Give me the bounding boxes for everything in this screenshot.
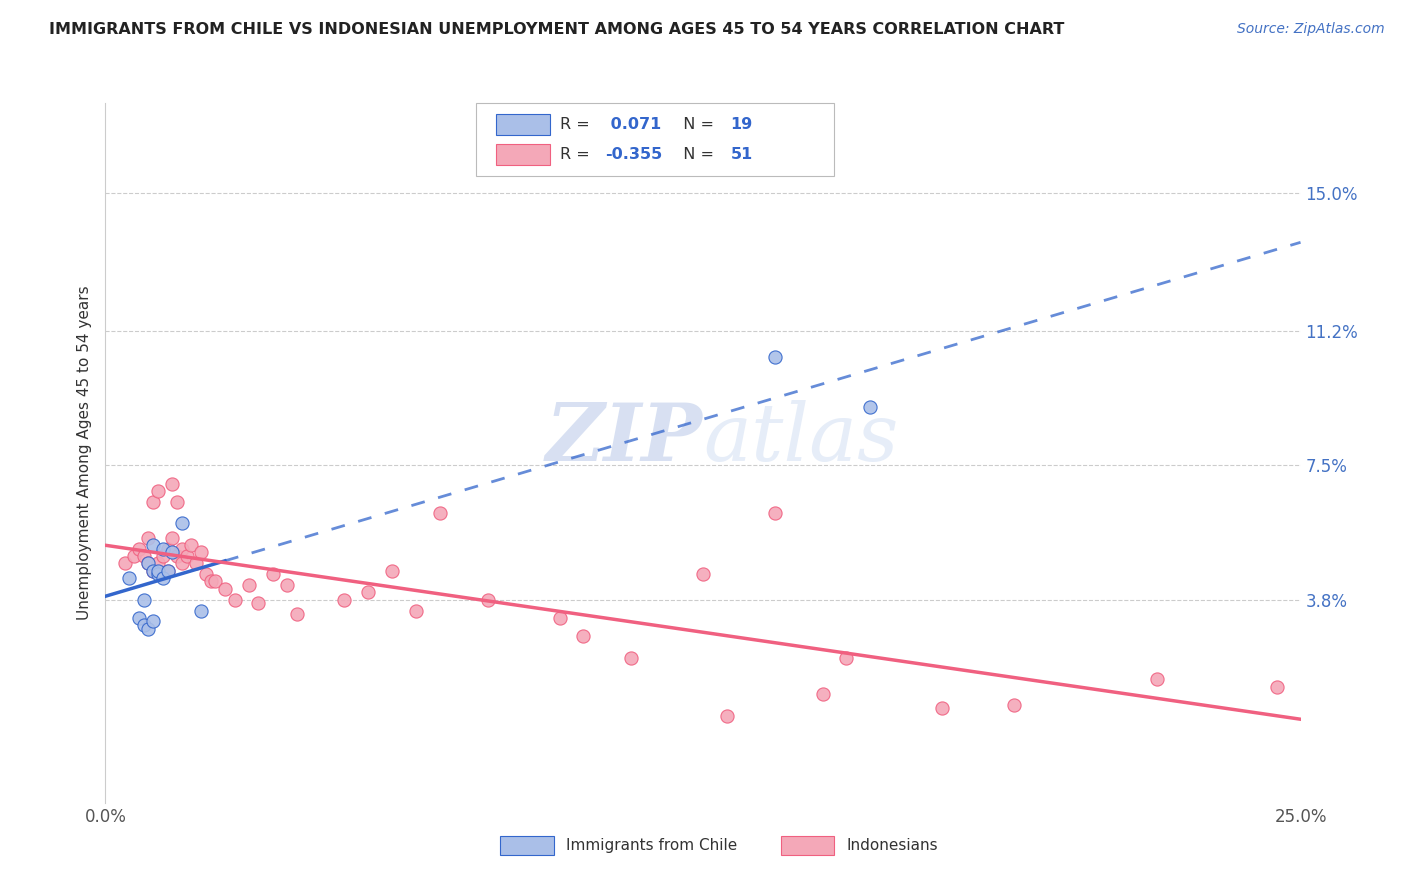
Text: atlas: atlas [703,400,898,477]
Point [381,564,404,578]
Text: -0.355: -0.355 [605,147,662,162]
Bar [496,145,550,165]
Text: Source: ZipAtlas.com: Source: ZipAtlas.com [1237,22,1385,37]
Point [285,607,308,621]
Point [931,701,953,715]
Point [166,494,188,508]
Point [156,541,179,556]
Point [132,592,155,607]
Text: N =: N = [673,147,720,162]
Point [142,494,165,508]
Point [620,650,643,665]
Point [835,650,858,665]
Point [357,585,380,599]
Point [1002,698,1025,712]
Point [204,574,226,589]
Point [142,564,165,578]
Text: IMMIGRANTS FROM CHILE VS INDONESIAN UNEMPLOYMENT AMONG AGES 45 TO 54 YEARS CORRE: IMMIGRANTS FROM CHILE VS INDONESIAN UNEM… [49,22,1064,37]
Point [152,549,174,563]
Point [716,708,738,723]
Point [763,506,786,520]
Point [262,567,284,582]
Point [429,506,451,520]
Text: Immigrants from Chile: Immigrants from Chile [565,838,737,853]
Point [146,564,169,578]
Point [142,615,165,629]
Point [214,582,236,596]
Text: N =: N = [673,117,720,132]
Point [477,592,499,607]
Point [194,567,217,582]
Point [118,571,141,585]
Text: 19: 19 [731,117,752,132]
Point [170,557,193,571]
Point [138,531,160,545]
Point [238,578,260,592]
Point [146,483,169,498]
Point [132,549,155,563]
Point [156,564,179,578]
Text: 0.071: 0.071 [605,117,661,132]
Point [200,574,222,589]
Point [176,549,198,563]
Text: R =: R = [560,117,595,132]
Point [1146,673,1168,687]
Y-axis label: Unemployment Among Ages 45 to 54 years: Unemployment Among Ages 45 to 54 years [76,285,91,620]
Point [162,476,184,491]
Point [146,567,169,582]
Point [405,603,427,617]
Point [186,557,208,571]
Point [114,557,136,571]
Point [276,578,298,592]
FancyBboxPatch shape [475,103,835,176]
Point [572,629,595,643]
Point [763,350,786,364]
Point [692,567,714,582]
Point [138,557,160,571]
Point [180,538,202,552]
Point [1265,680,1288,694]
Point [170,516,193,531]
Point [142,564,165,578]
Point [859,401,882,415]
Point [811,687,834,701]
Point [152,571,174,585]
Point [142,538,165,552]
Point [190,545,212,559]
Point [146,557,169,571]
Point [138,557,160,571]
Point [224,592,246,607]
Point [166,549,188,563]
Point [548,611,571,625]
Point [138,622,160,636]
Point [162,531,184,545]
Bar [496,114,550,136]
Point [132,618,155,632]
Point [152,541,174,556]
Point [162,545,184,559]
Text: ZIP: ZIP [546,400,703,477]
Text: R =: R = [560,147,595,162]
Point [333,592,356,607]
Bar [780,836,835,855]
Point [122,549,145,563]
Bar [501,836,554,855]
Text: 51: 51 [731,147,752,162]
Point [190,603,212,617]
Point [128,541,150,556]
Point [247,596,270,610]
Point [170,541,193,556]
Point [128,611,150,625]
Text: Indonesians: Indonesians [846,838,938,853]
Point [156,564,179,578]
